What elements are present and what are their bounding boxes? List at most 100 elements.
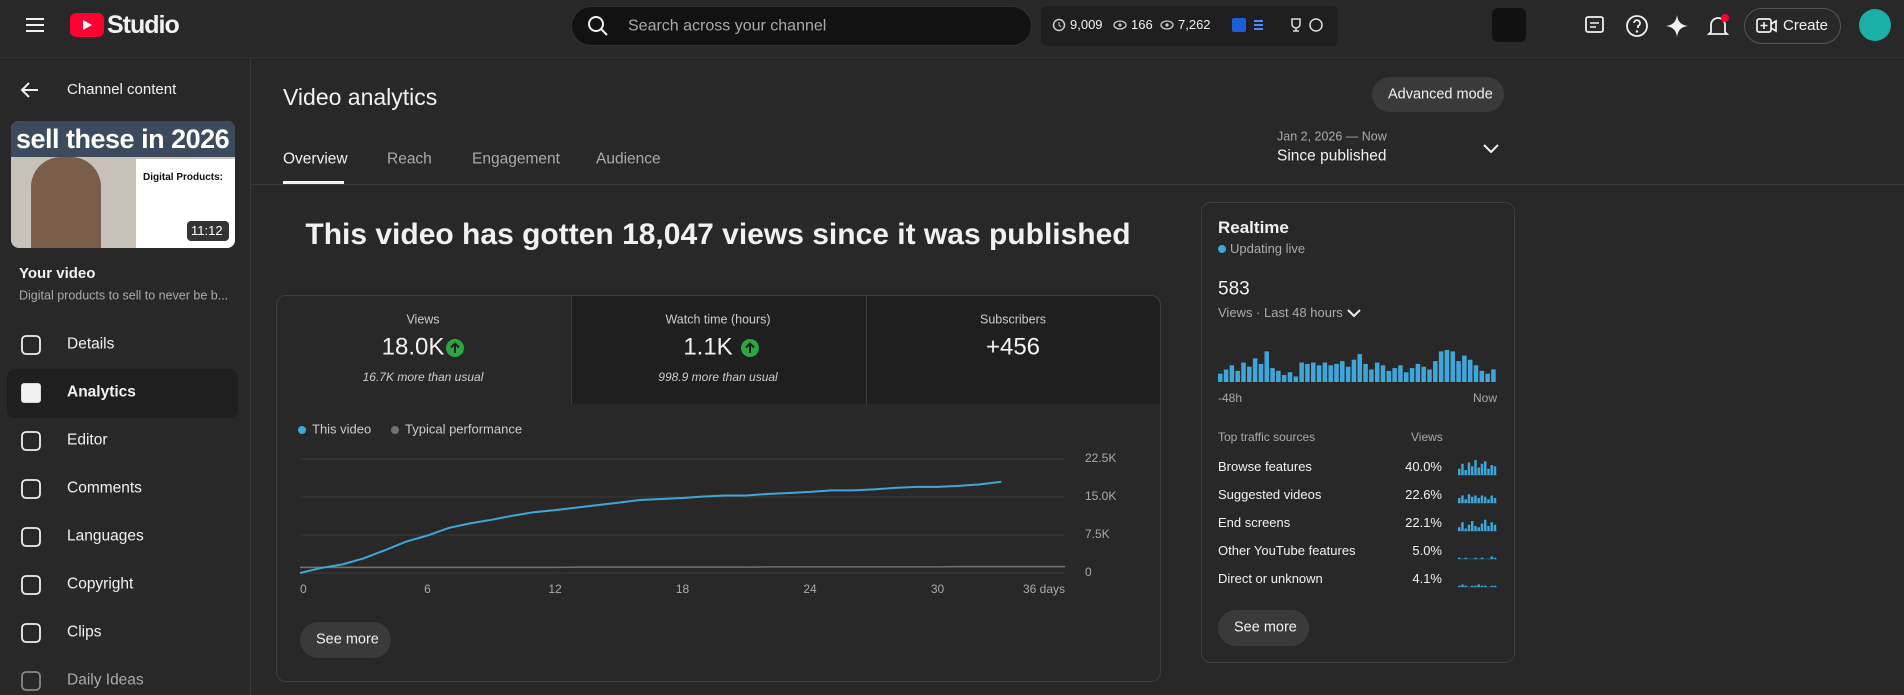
create-button[interactable] bbox=[1744, 8, 1841, 44]
sparkline-bar bbox=[1487, 499, 1490, 503]
search-box[interactable] bbox=[571, 6, 1032, 46]
extension-icon[interactable] bbox=[1492, 8, 1526, 42]
sparkline-bar bbox=[1480, 557, 1484, 559]
realtime-bar bbox=[1311, 362, 1316, 382]
notifications-icon[interactable] bbox=[1704, 12, 1732, 40]
menu-icon bbox=[21, 575, 41, 595]
realtime-bar bbox=[1276, 370, 1281, 382]
metric-note: 16.7K more than usual bbox=[362, 369, 484, 384]
menu-item[interactable]: Copyright bbox=[67, 575, 134, 593]
sparkline-bar bbox=[1458, 498, 1461, 503]
sparkline-bar bbox=[1461, 463, 1464, 475]
divider bbox=[251, 184, 1904, 185]
realtime-bar bbox=[1322, 362, 1328, 382]
see-more-button[interactable] bbox=[300, 622, 391, 658]
sparkline-bar bbox=[1493, 585, 1497, 587]
menu-button[interactable] bbox=[24, 14, 46, 36]
menu-icon bbox=[21, 623, 41, 643]
tab[interactable]: Engagement bbox=[472, 150, 560, 168]
menu-item[interactable]: Daily Ideas bbox=[67, 671, 144, 689]
metric-divider bbox=[571, 296, 572, 404]
realtime-see-more-button[interactable] bbox=[1218, 610, 1309, 646]
source-name: Direct or unknown bbox=[1218, 571, 1323, 587]
menu-icon bbox=[21, 335, 41, 355]
x-tick-label: 24 bbox=[803, 582, 817, 596]
menu-item[interactable]: Analytics bbox=[67, 383, 136, 401]
sparkline-bar bbox=[1477, 527, 1480, 531]
icon-shape bbox=[21, 671, 41, 691]
extension-icons[interactable] bbox=[1232, 16, 1332, 34]
realtime-bar bbox=[1467, 359, 1473, 382]
menu-item[interactable]: Editor bbox=[67, 431, 108, 449]
sparkline-bar bbox=[1458, 527, 1461, 531]
help-icon[interactable] bbox=[1624, 13, 1650, 39]
x-tick-label: 12 bbox=[548, 582, 562, 596]
sparkline-bar bbox=[1464, 585, 1467, 587]
menu-item[interactable]: Comments bbox=[67, 479, 142, 497]
sparkline-bar bbox=[1464, 470, 1467, 475]
source-name: Browse features bbox=[1218, 459, 1312, 475]
y-tick-label: 7.5K bbox=[1085, 527, 1110, 541]
back-arrow[interactable] bbox=[18, 79, 42, 101]
realtime-bar bbox=[1462, 355, 1467, 382]
realtime-card bbox=[1201, 202, 1515, 663]
stat-value: 166 bbox=[1131, 17, 1153, 33]
realtime-bar bbox=[1264, 351, 1270, 382]
sparkline-bar bbox=[1490, 585, 1493, 587]
realtime-bar bbox=[1398, 365, 1403, 382]
y-tick-label: 0 bbox=[1085, 565, 1092, 579]
tab[interactable]: Reach bbox=[387, 150, 432, 168]
see-more-label: See more bbox=[316, 631, 379, 648]
realtime-bar bbox=[1340, 361, 1345, 382]
date-range: Jan 2, 2026 — Now bbox=[1277, 129, 1387, 144]
feedback-icon[interactable] bbox=[1583, 14, 1607, 38]
sparkline-bar bbox=[1484, 461, 1487, 475]
indicator-arrow bbox=[745, 342, 755, 353]
tab[interactable]: Overview bbox=[283, 150, 348, 168]
spark-icon[interactable] bbox=[1664, 13, 1690, 39]
realtime-bar bbox=[1380, 365, 1386, 382]
sparkline-bar bbox=[1493, 524, 1497, 531]
x-tick-label: 36 days bbox=[1023, 582, 1065, 596]
menu-item[interactable]: Languages bbox=[67, 527, 144, 545]
menu-item[interactable]: Details bbox=[67, 335, 115, 353]
tab-underline bbox=[283, 181, 344, 184]
sparkline-bar bbox=[1458, 585, 1461, 587]
sparkline-bar bbox=[1464, 557, 1467, 559]
traffic-header: Top traffic sources bbox=[1218, 429, 1316, 444]
sparkline-bar bbox=[1480, 523, 1484, 531]
active-menu-bg bbox=[7, 369, 238, 418]
realtime-bar bbox=[1409, 368, 1415, 382]
realtime-bar bbox=[1433, 361, 1438, 382]
menu-item[interactable]: Clips bbox=[67, 623, 102, 641]
logo-icon bbox=[70, 13, 104, 37]
metric-note: 998.9 more than usual bbox=[658, 369, 778, 384]
sparkline-bar bbox=[1490, 522, 1493, 531]
sparkline-bar bbox=[1480, 495, 1484, 503]
video-label: Your video bbox=[19, 265, 96, 282]
realtime-bar bbox=[1316, 365, 1322, 382]
legend-label: This video bbox=[312, 421, 371, 436]
period[interactable]: Since published bbox=[1277, 147, 1387, 165]
sparkline-bar bbox=[1458, 557, 1461, 559]
realtime-bar bbox=[1299, 362, 1304, 382]
period-dropdown[interactable] bbox=[1346, 306, 1362, 320]
source-name: Other YouTube features bbox=[1218, 543, 1356, 559]
advanced-mode-button[interactable] bbox=[1372, 77, 1504, 112]
realtime-bar bbox=[1456, 361, 1461, 382]
realtime-period[interactable]: Views · Last 48 hours bbox=[1218, 305, 1343, 321]
source-name: End screens bbox=[1218, 515, 1291, 531]
headline: This video has gotten 18,047 views since… bbox=[305, 218, 1131, 251]
sparkline-bar bbox=[1461, 522, 1464, 531]
date-dropdown[interactable] bbox=[1481, 141, 1501, 157]
realtime-bar bbox=[1235, 370, 1240, 382]
thumbnail-title: sell these in 2026 bbox=[16, 123, 230, 154]
tab[interactable]: Audience bbox=[596, 150, 661, 168]
video-thumbnail[interactable]: sell these in 2026 Digital Products: 11:… bbox=[11, 121, 235, 248]
sparkline-bar bbox=[1467, 462, 1471, 475]
avatar[interactable] bbox=[1859, 9, 1891, 41]
top-bar bbox=[0, 0, 1904, 58]
metric-label: Subscribers bbox=[980, 312, 1046, 327]
metric-value: +456 bbox=[985, 333, 1041, 361]
